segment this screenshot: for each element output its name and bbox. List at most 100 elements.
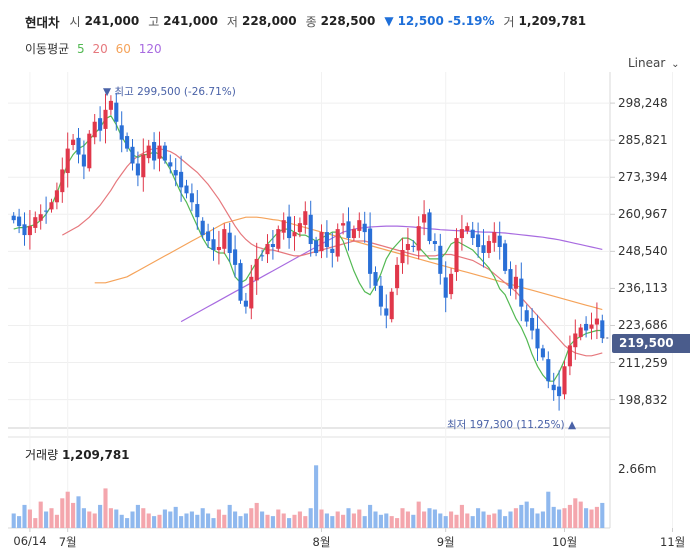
volume-bar (292, 514, 297, 528)
candle-body (152, 142, 157, 161)
volume-bar (346, 508, 351, 528)
high-label: 고 (148, 14, 160, 29)
volume-bar (422, 511, 427, 528)
candle-body (49, 202, 54, 210)
volume-bar (351, 513, 356, 528)
candle-body (162, 145, 167, 161)
x-tick-label: 06/14 (13, 534, 47, 548)
y-tick-label: 236,113 (618, 281, 668, 296)
volume-bar (546, 491, 551, 528)
volume-label: 거 (503, 14, 515, 29)
volume-bar (243, 513, 248, 528)
volume-bar (200, 508, 205, 528)
volume-bar (438, 513, 443, 528)
candle-body (422, 214, 427, 223)
candle-body (470, 229, 475, 239)
candle-body (184, 185, 189, 194)
volume-bar (76, 496, 81, 528)
y-tick-label: 298,248 (618, 96, 668, 111)
candle-body (281, 220, 286, 233)
candle-body (400, 249, 405, 264)
scale-mode-label[interactable]: Linear (628, 56, 666, 70)
volume-bar (432, 509, 437, 528)
ma60-legend[interactable]: 60 (115, 42, 131, 56)
volume-bar (33, 518, 38, 528)
candle-body (557, 386, 562, 397)
volume-bar (60, 498, 65, 528)
ma120-legend[interactable]: 120 (138, 42, 162, 56)
volume-bar (470, 516, 475, 528)
volume-bar (573, 498, 578, 528)
candle-body (114, 102, 119, 122)
volume-bar (108, 508, 113, 528)
volume-bar (308, 508, 313, 528)
volume-bar (303, 516, 308, 528)
volume-bar (341, 514, 346, 528)
chevron-down-icon[interactable]: ⌄ (671, 59, 680, 70)
candle-body (524, 310, 529, 322)
high-marker-icon: ▼ (103, 86, 112, 98)
candle-body (378, 285, 383, 307)
candle-body (206, 231, 211, 242)
y-tick-label: 223,686 (618, 318, 668, 333)
candle-body (335, 229, 340, 257)
candle-body (481, 245, 486, 253)
moving-average-legend[interactable]: 이동평균 5 20 60 120 (25, 40, 166, 57)
candle-body (76, 137, 81, 155)
candle-body (249, 276, 254, 309)
volume-bar (211, 518, 216, 528)
candle-body (27, 226, 32, 236)
candle-body (578, 327, 583, 338)
volume-bar (476, 508, 481, 528)
volume-bar (49, 508, 54, 528)
candle-body (60, 169, 65, 193)
candle-body (459, 229, 464, 239)
volume-bar (481, 511, 486, 528)
low-annotation: 최저 197,300 (11.25%) ▲ (447, 417, 576, 432)
candle-body (341, 223, 346, 226)
candle-body (308, 214, 313, 245)
volume-bar (540, 511, 545, 528)
candle-body (540, 348, 545, 358)
ma20-legend[interactable]: 20 (92, 42, 108, 56)
change-value: 12,500 (397, 14, 444, 28)
volume-bar (416, 501, 421, 528)
y-tick-label: 248,540 (618, 244, 668, 259)
ma5-legend[interactable]: 5 (77, 42, 85, 56)
candle-body (65, 148, 70, 174)
scale-mode-selector[interactable]: Linear ⌄ (628, 56, 680, 70)
change-percent: -5.19% (447, 14, 495, 28)
candle-body (373, 272, 378, 286)
price-summary: 현대차 시 241,000 고 241,000 저 228,000 종 228,… (25, 11, 591, 31)
candle-body (108, 100, 113, 110)
candle-body (324, 232, 329, 247)
candle-body (270, 244, 275, 247)
candle-body (411, 245, 416, 247)
y-tick-label: 198,832 (618, 392, 668, 407)
volume-bar (152, 516, 157, 528)
candle-body (508, 269, 513, 289)
high-annotation-text: 최고 299,500 (-26.71%) (114, 86, 236, 98)
candle-body (438, 245, 443, 274)
volume-bar (157, 514, 162, 528)
low-marker-icon: ▲ (568, 419, 577, 431)
volume-bar (368, 504, 373, 528)
volume-bar (260, 511, 265, 528)
candle-body (17, 216, 22, 227)
volume-bar (168, 511, 173, 528)
candle-body (87, 133, 92, 169)
candle-body (211, 239, 216, 250)
candle-body (589, 324, 594, 329)
candle-body (449, 273, 454, 295)
candle-body (551, 384, 556, 391)
candle-body (238, 263, 243, 301)
volume-panel-title: 거래량 1,209,781 (25, 446, 130, 463)
candle-body (346, 221, 351, 239)
volume-bar (141, 508, 146, 528)
candle-body (357, 220, 362, 231)
candle-body (427, 212, 432, 242)
candle-body (189, 193, 194, 203)
volume-bar (497, 509, 502, 528)
volume-bar (238, 516, 243, 528)
